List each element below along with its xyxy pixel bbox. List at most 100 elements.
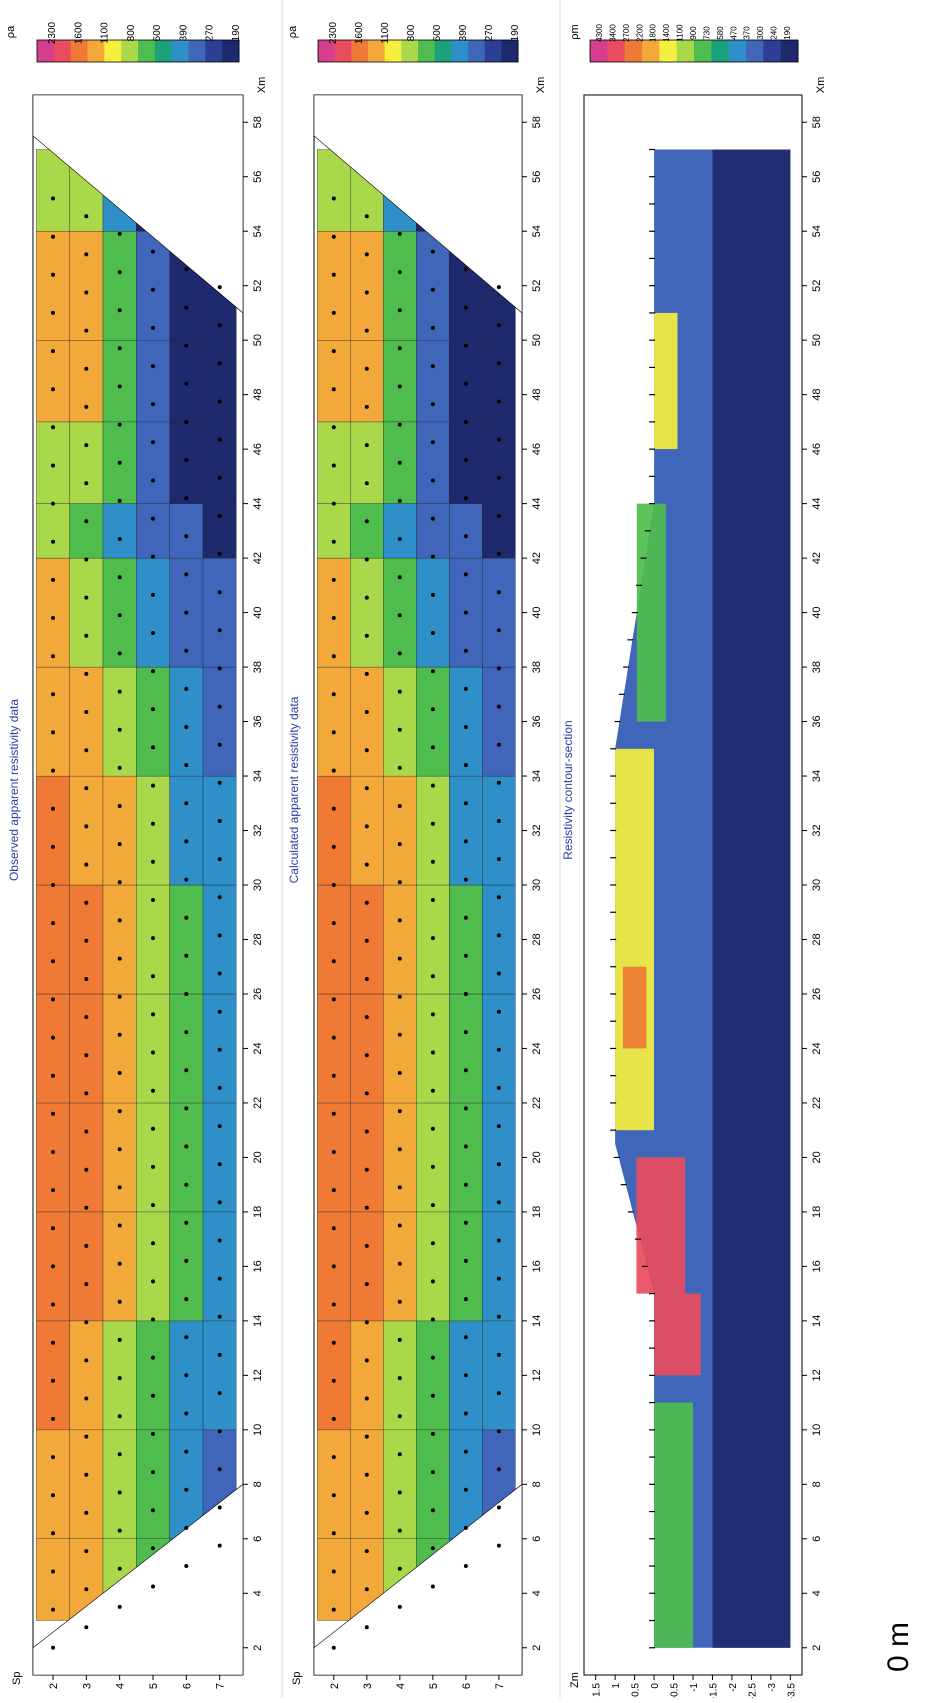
- resistivity-cell: [136, 340, 170, 423]
- data-point: [217, 1238, 222, 1243]
- data-point: [430, 669, 435, 674]
- resistivity-cell: [36, 557, 70, 668]
- data-point: [397, 231, 402, 236]
- data-point: [331, 1226, 336, 1231]
- colorbar-tick-label: 2700: [622, 24, 631, 42]
- data-point: [496, 323, 501, 328]
- data-point: [184, 763, 189, 768]
- y-tick-label: 4: [115, 1683, 127, 1689]
- resistivity-cell: [416, 1429, 450, 1539]
- data-point: [397, 1414, 402, 1419]
- data-point: [51, 883, 55, 887]
- data-point: [84, 1053, 89, 1058]
- resistivity-cell: [102, 503, 137, 559]
- data-point: [397, 727, 402, 732]
- x-tick-label: 24: [531, 1042, 543, 1054]
- data-point: [217, 704, 222, 709]
- resistivity-cell: [169, 340, 204, 423]
- resistivity-cell: [36, 503, 70, 559]
- resistivity-cell: [169, 884, 204, 995]
- data-point: [331, 1378, 336, 1383]
- data-point: [364, 748, 369, 753]
- x-tick-label: 14: [811, 1315, 823, 1327]
- data-point: [51, 196, 55, 201]
- data-point: [397, 1032, 402, 1037]
- colorbar-swatch: [87, 40, 105, 62]
- data-point: [463, 1030, 468, 1035]
- data-point: [331, 1416, 336, 1421]
- data-point: [51, 1226, 55, 1231]
- data-point: [496, 666, 501, 671]
- data-point: [463, 381, 468, 386]
- data-point: [184, 1297, 189, 1302]
- resistivity-cell: [69, 1429, 104, 1539]
- data-point: [331, 1302, 336, 1307]
- colorbar-tick-label: 390: [458, 24, 469, 41]
- data-point: [84, 1091, 89, 1096]
- data-point: [496, 399, 501, 404]
- resistivity-cell: [383, 340, 417, 423]
- data-point: [430, 1508, 435, 1513]
- colorbar-tick-label: 1400: [662, 24, 671, 42]
- data-point: [184, 1525, 189, 1530]
- data-point: [397, 1376, 402, 1381]
- resistivity-cell: [383, 1429, 417, 1539]
- y-tick-label: 7: [494, 1683, 506, 1689]
- data-point: [430, 1050, 435, 1055]
- data-point: [364, 1549, 369, 1554]
- data-point: [184, 1487, 189, 1492]
- data-point: [217, 933, 222, 938]
- y-tick-label: 1.5: [592, 1683, 603, 1697]
- resistivity-cell: [317, 421, 351, 504]
- data-point: [217, 285, 222, 290]
- data-point: [117, 1337, 122, 1342]
- colorbar-tick-label: 470: [729, 26, 738, 40]
- data-point: [184, 725, 189, 729]
- data-point: [51, 844, 55, 849]
- data-point: [496, 1124, 501, 1129]
- x-tick-label: 26: [811, 988, 823, 1000]
- data-point: [397, 918, 402, 923]
- data-point: [364, 1434, 369, 1439]
- chart-title: Observed apparent resistivity data: [7, 699, 21, 881]
- resistivity-cell: [449, 775, 483, 886]
- y-tick-label: 3: [81, 1683, 93, 1689]
- data-point: [51, 1073, 55, 1078]
- data-point: [51, 539, 55, 544]
- resistivity-cell: [416, 421, 450, 504]
- resistivity-cell: [69, 503, 104, 559]
- data-point: [430, 478, 435, 483]
- x-tick-label: 2: [811, 1645, 823, 1651]
- data-point: [463, 801, 468, 806]
- data-point: [217, 780, 222, 785]
- data-point: [117, 918, 122, 923]
- data-point: [397, 1185, 402, 1190]
- colorbar-swatch: [590, 40, 608, 62]
- data-point: [364, 1129, 369, 1134]
- data-point: [397, 575, 402, 580]
- data-point: [117, 1185, 122, 1190]
- colorbar-tick-label: 270: [484, 24, 495, 41]
- resistivity-cell: [449, 340, 483, 423]
- data-point: [430, 325, 435, 330]
- data-point: [217, 1047, 222, 1052]
- data-point: [117, 880, 122, 885]
- resistivity-cell: [69, 231, 104, 341]
- y-axis-label: Zm: [569, 1672, 581, 1688]
- data-point: [151, 1126, 155, 1131]
- resistivity-cell: [383, 993, 417, 1104]
- data-point: [184, 1106, 189, 1111]
- resistivity-cell: [317, 1102, 351, 1213]
- colorbar-swatch: [384, 40, 402, 62]
- data-point: [217, 1124, 222, 1129]
- data-point: [331, 1150, 336, 1154]
- resistivity-cell: [317, 503, 351, 559]
- resistivity-cell: [102, 666, 137, 777]
- resistivity-cell: [136, 666, 170, 777]
- data-point: [117, 308, 122, 313]
- resistivity-cell: [317, 993, 351, 1104]
- x-tick-label: 18: [811, 1206, 823, 1218]
- data-point: [184, 1182, 189, 1187]
- colorbar-tick-label: 4300: [595, 24, 604, 42]
- data-point: [364, 1091, 369, 1096]
